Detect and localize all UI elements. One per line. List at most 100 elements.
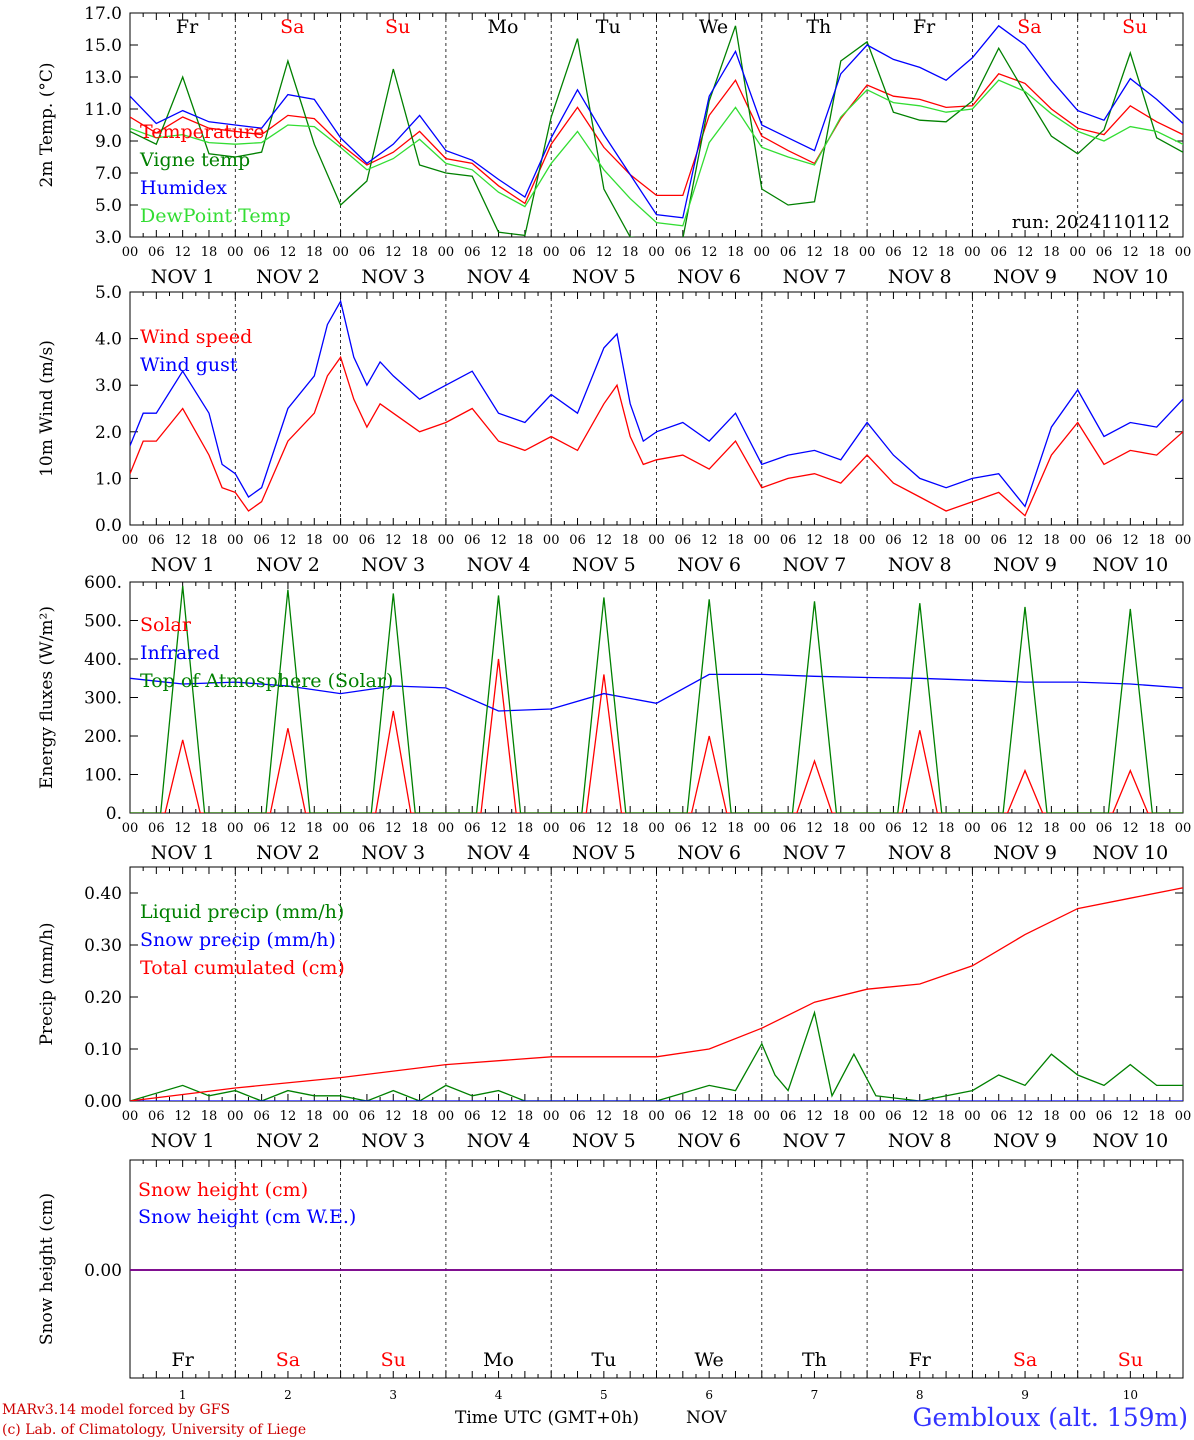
y-tick-label: 11.0: [84, 100, 122, 120]
legend-label: Snow height (cm W.E.): [138, 1206, 356, 1228]
y-tick-label: 400.: [84, 650, 122, 670]
hour-tick-label: 06: [253, 821, 270, 836]
date-label: NOV 8: [888, 1130, 952, 1152]
hour-tick-label: 00: [859, 245, 876, 260]
date-label: NOV 10: [1092, 266, 1168, 288]
hour-tick-label: 06: [675, 245, 692, 260]
hour-tick-label: 00: [543, 821, 560, 836]
hour-tick-label: 18: [727, 1109, 744, 1124]
hour-tick-label: 18: [938, 821, 955, 836]
hour-tick-label: 06: [1096, 533, 1113, 548]
y-tick-label: 5.0: [95, 283, 122, 303]
hour-tick-label: 12: [1122, 1109, 1139, 1124]
date-label: NOV 4: [467, 266, 531, 288]
hour-tick-label: 12: [806, 533, 823, 548]
y-axis-label: 10m Wind (m/s): [37, 340, 57, 477]
hour-tick-label: 06: [148, 821, 165, 836]
hour-tick-label: 06: [569, 1109, 586, 1124]
hour-tick-label: 00: [332, 533, 349, 548]
date-label: NOV 3: [361, 842, 425, 864]
hour-tick-label: 06: [253, 533, 270, 548]
hour-tick-label: 00: [122, 533, 139, 548]
hour-tick-label: 12: [1122, 245, 1139, 260]
hour-tick-label: 18: [306, 533, 323, 548]
hour-tick-label: 06: [464, 533, 481, 548]
y-tick-label: 5.0: [95, 196, 122, 216]
hour-tick-label: 00: [964, 245, 981, 260]
hour-tick-label: 06: [1096, 245, 1113, 260]
hour-tick-label: 18: [622, 245, 639, 260]
hour-tick-label: 06: [885, 1109, 902, 1124]
hour-tick-label: 06: [675, 1109, 692, 1124]
hour-tick-label: 00: [648, 533, 665, 548]
run-annotation: run: 2024110112: [1012, 212, 1170, 233]
date-label: NOV 8: [888, 554, 952, 576]
date-label: NOV 9: [993, 1130, 1057, 1152]
hour-tick-label: 00: [1175, 821, 1192, 836]
hour-tick-label: 00: [332, 1109, 349, 1124]
day-name: Su: [381, 1349, 406, 1371]
hour-tick-label: 12: [911, 821, 928, 836]
y-tick-label: 7.0: [95, 164, 122, 184]
y-axis-label: 2m Temp. (°C): [37, 62, 57, 187]
hour-tick-label: 06: [885, 821, 902, 836]
day-name: Sa: [280, 16, 304, 38]
hour-tick-label: 12: [174, 1109, 191, 1124]
hour-tick-label: 00: [227, 245, 244, 260]
day-number: 4: [495, 1388, 503, 1402]
series-line-solar: [130, 658, 1183, 813]
series-group: [130, 585, 1183, 813]
hour-tick-label: 00: [1175, 1109, 1192, 1124]
date-label: NOV 6: [677, 1130, 741, 1152]
hour-tick-label: 00: [754, 1109, 771, 1124]
date-label: NOV 6: [677, 554, 741, 576]
panel-snow: 0.00 Snow height (cm) Snow height (cm) Snow…: [37, 1159, 1184, 1402]
date-label: NOV 4: [467, 554, 531, 576]
hour-tick-label: 06: [990, 821, 1007, 836]
hour-tick-label: 06: [148, 245, 165, 260]
hour-tick-label: 00: [1175, 245, 1192, 260]
y-tick-label: 300.: [84, 689, 122, 709]
series-line-vigne-temp: [130, 25, 1183, 237]
y-tick-label: 0.40: [84, 884, 122, 904]
hour-tick-label: 06: [675, 821, 692, 836]
hour-tick-label: 00: [859, 821, 876, 836]
y-tick-label: 0.: [106, 804, 122, 824]
date-label: NOV 3: [361, 266, 425, 288]
legend-label: Infrared: [140, 642, 220, 664]
date-label: NOV 2: [256, 266, 320, 288]
hour-tick-label: 12: [490, 1109, 507, 1124]
day-name: Mo: [483, 1349, 514, 1371]
hour-tick-label: 12: [911, 1109, 928, 1124]
series-line-top-of-atmosphere-solar-: [130, 585, 1183, 813]
hour-tick-label: 00: [1069, 1109, 1086, 1124]
hour-tick-label: 00: [964, 821, 981, 836]
date-label: NOV 2: [256, 554, 320, 576]
hour-tick-label: 12: [596, 533, 613, 548]
hour-tick-label: 00: [122, 1109, 139, 1124]
y-tick-label: 0.0: [95, 516, 122, 536]
date-label: NOV 4: [467, 842, 531, 864]
hour-tick-label: 18: [306, 821, 323, 836]
hour-tick-label: 18: [833, 533, 850, 548]
hour-tick-label: 18: [622, 1109, 639, 1124]
date-label: NOV 8: [888, 842, 952, 864]
date-label: NOV 10: [1092, 554, 1168, 576]
hour-tick-label: 00: [964, 533, 981, 548]
day-number: 7: [811, 1388, 819, 1402]
date-label: NOV 10: [1092, 1130, 1168, 1152]
y-tick-label: 3.0: [95, 376, 122, 396]
date-label: NOV 9: [993, 554, 1057, 576]
hour-tick-label: 06: [569, 245, 586, 260]
hour-tick-label: 12: [1122, 821, 1139, 836]
y-tick-label: 4.0: [95, 330, 122, 350]
date-label: NOV 7: [783, 1130, 847, 1152]
hour-tick-label: 06: [990, 1109, 1007, 1124]
hour-tick-label: 06: [464, 821, 481, 836]
day-name: Tu: [591, 1349, 616, 1371]
hour-tick-label: 18: [201, 245, 218, 260]
hour-tick-label: 18: [411, 533, 428, 548]
hour-tick-label: 18: [938, 533, 955, 548]
hour-tick-label: 18: [201, 533, 218, 548]
day-number: 6: [705, 1388, 713, 1402]
